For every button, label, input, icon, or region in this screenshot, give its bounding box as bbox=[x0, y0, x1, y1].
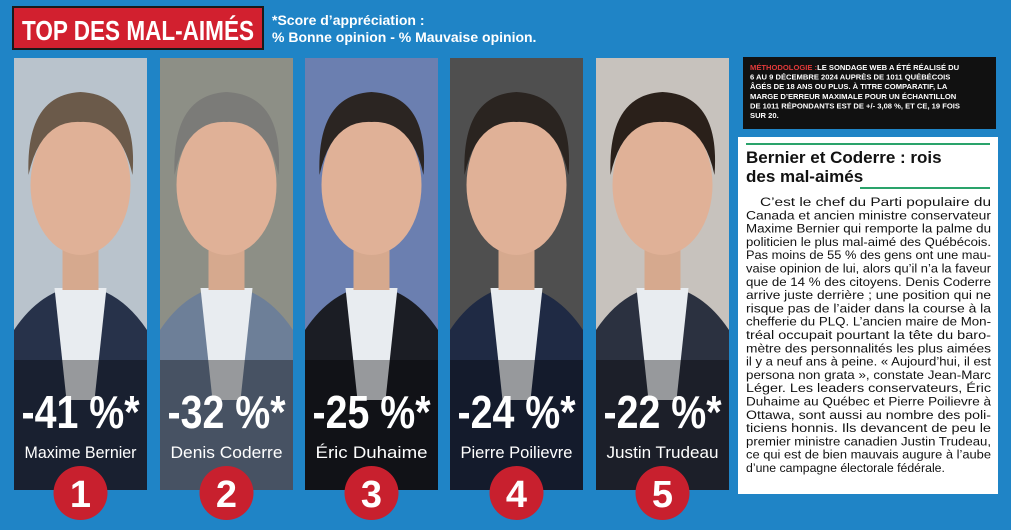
score: -32 %* bbox=[168, 386, 286, 438]
methodology-line: SUR 20. bbox=[750, 111, 779, 120]
rank: 3 bbox=[361, 474, 382, 516]
score: -22 %* bbox=[604, 386, 722, 438]
name: Maxime Bernier bbox=[25, 443, 137, 462]
article-line: Maxime Bernier qui remporte la palme du bbox=[746, 222, 991, 236]
methodology-line: ÂGÉS DE 18 ANS OU PLUS. À TITRE COMPARAT… bbox=[750, 82, 948, 91]
article-line: Léger. Les leaders conservateurs, Éric bbox=[746, 380, 991, 395]
rank-circle bbox=[344, 466, 399, 520]
face bbox=[30, 115, 131, 255]
title: TOP DES MAL-AIMÉS bbox=[22, 15, 254, 46]
subtitle-line: *Score d’appréciation : bbox=[272, 12, 424, 28]
shirt bbox=[345, 288, 398, 400]
person-card: -24 %* Pierre Poilievre 4 bbox=[450, 58, 583, 520]
article-line: chefferie du PLQ. L’ancien maire de Mon- bbox=[746, 315, 991, 329]
name: Pierre Poilievre bbox=[461, 443, 573, 462]
face bbox=[321, 115, 422, 255]
article-line: d’une campagne électorale fédérale. bbox=[746, 461, 945, 475]
score: -25 %* bbox=[313, 386, 431, 438]
shirt bbox=[636, 288, 689, 400]
article-line: risque pas de l’aider dans la course à l… bbox=[746, 301, 991, 315]
article-line: mètre des personnalités les plus aimées bbox=[746, 341, 991, 355]
article-title: des mal-aimés bbox=[746, 167, 863, 186]
person-card: -32 %* Denis Coderre 2 bbox=[160, 58, 293, 520]
subtitle-line: % Bonne opinion - % Mauvaise opinion. bbox=[272, 29, 536, 45]
hair bbox=[319, 92, 425, 175]
rank: 4 bbox=[506, 474, 527, 516]
title-box bbox=[12, 6, 264, 50]
article-line: tréal occupait pourtant la tête du baro- bbox=[746, 328, 991, 342]
shirt bbox=[200, 288, 253, 400]
rank: 5 bbox=[652, 474, 673, 516]
methodology-line: MARGE D’ERREUR MAXIMALE POUR UN ÉCHANTIL… bbox=[750, 92, 956, 101]
face bbox=[176, 115, 277, 255]
hair bbox=[174, 92, 280, 175]
article-box bbox=[738, 137, 998, 494]
name: Éric Duhaime bbox=[316, 443, 428, 462]
face bbox=[612, 115, 713, 255]
face bbox=[466, 115, 567, 255]
shirt bbox=[490, 288, 543, 400]
score: -41 %* bbox=[22, 386, 140, 438]
methodology: MÉTHODOLOGIE : LE SONDAGE WEB A ÉTÉ RÉAL… bbox=[750, 63, 960, 120]
article-line: Pas moins de 55 % des gens ont une mau- bbox=[746, 248, 991, 262]
rank: 2 bbox=[216, 474, 237, 516]
hair bbox=[464, 92, 570, 175]
person-card: -25 %* Éric Duhaime 3 bbox=[305, 58, 438, 520]
panels: -41 %* Maxime Bernier 1 -32 %* Denis Coderre… bbox=[14, 58, 729, 520]
article-line: premier ministre canadien Justin Trudeau… bbox=[746, 434, 991, 448]
article-line: ce qui est de bien mauvais augure à l’au… bbox=[746, 448, 991, 462]
article-line: persona non grata », constate Jean-Marc bbox=[746, 368, 991, 382]
article-line: Canada et ancien ministre conservateur bbox=[746, 208, 991, 222]
rank-circle bbox=[489, 466, 544, 520]
article-line: politicien le plus mal-aimé des Québécoi… bbox=[746, 235, 991, 249]
article-line: il y a neuf ans à peine. « Aujourd’hui, … bbox=[746, 355, 992, 369]
methodology-line: LE SONDAGE WEB A ÉTÉ RÉALISÉ DU bbox=[817, 63, 960, 72]
person-card: -22 %* Justin Trudeau 5 bbox=[596, 58, 729, 520]
methodology-line: DE 1011 RÉPONDANTS EST DE +/- 3,08 %, ET… bbox=[750, 101, 960, 110]
article-line: que de 14 % des citoyens. Denis Coderre bbox=[746, 275, 991, 289]
shirt bbox=[54, 288, 107, 400]
article-line: C’est le chef du Parti populaire du bbox=[760, 195, 991, 209]
name: Denis Coderre bbox=[171, 443, 283, 462]
hair bbox=[28, 92, 134, 175]
rank: 1 bbox=[70, 474, 91, 516]
article-title: Bernier et Coderre : rois bbox=[746, 148, 942, 167]
article-line: ticiens honnis. Ils devancent de peu le bbox=[746, 421, 991, 435]
rank-circle bbox=[199, 466, 254, 520]
methodology-label: MÉTHODOLOGIE : bbox=[750, 63, 817, 72]
methodology-box bbox=[743, 57, 996, 129]
rank-circle bbox=[635, 466, 690, 520]
article-line: arrive juste derrière ; une position qui… bbox=[746, 288, 991, 302]
name: Justin Trudeau bbox=[607, 443, 719, 462]
hair bbox=[610, 92, 716, 175]
article-line: vaise opinion de lui, alors qu’il n’a la… bbox=[746, 262, 991, 276]
person-card: -41 %* Maxime Bernier 1 bbox=[14, 58, 147, 520]
article-line: Ottawa, sont aussi au nombre des poli- bbox=[746, 408, 991, 422]
methodology-line: 6 AU 9 DÉCEMBRE 2024 AUPRÈS DE 1011 QUÉB… bbox=[750, 73, 950, 82]
article-line: Duhaime au Québec et Pierre Poilievre à bbox=[746, 395, 991, 409]
article-body: C’est le chef du Parti populaire duCanad… bbox=[746, 195, 992, 475]
score: -24 %* bbox=[458, 386, 576, 438]
rank-circle bbox=[53, 466, 108, 520]
